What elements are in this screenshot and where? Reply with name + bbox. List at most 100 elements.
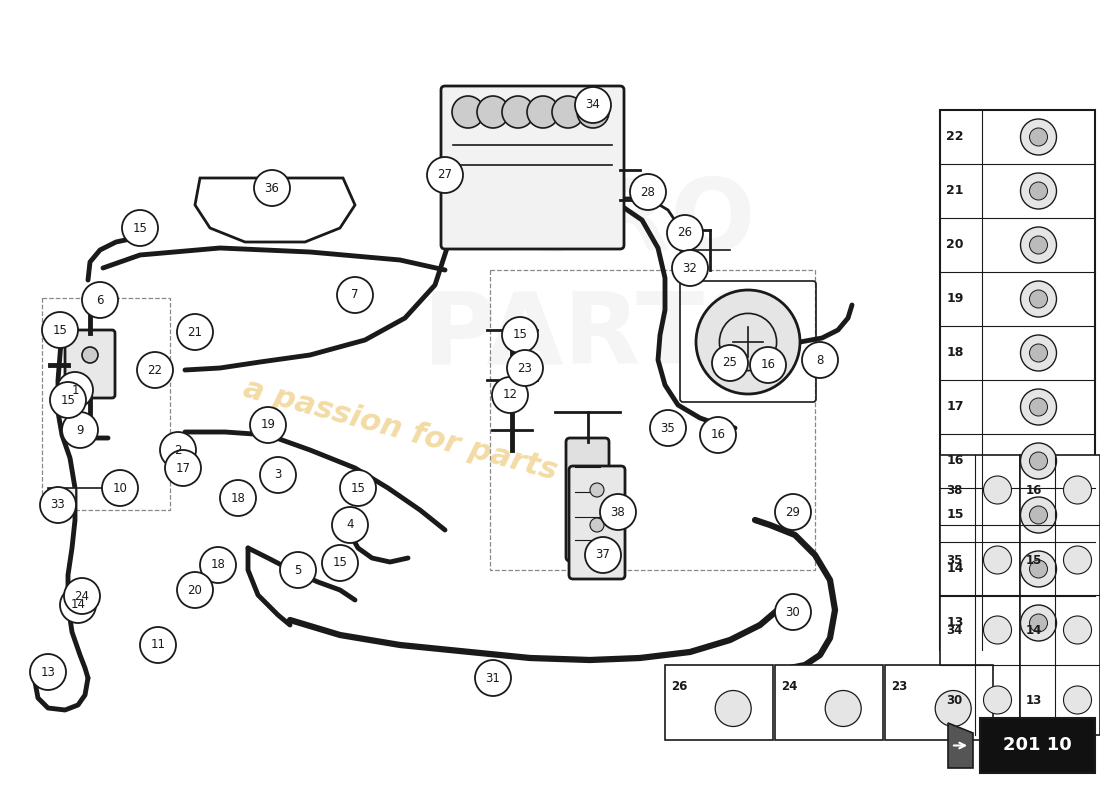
Circle shape [138,352,173,388]
Circle shape [750,347,786,383]
Circle shape [40,487,76,523]
Circle shape [1030,290,1047,308]
Text: 28: 28 [640,186,656,198]
Circle shape [527,96,559,128]
Text: 20: 20 [946,238,964,251]
Text: 15: 15 [351,482,365,494]
Circle shape [165,450,201,486]
Circle shape [590,518,604,532]
Circle shape [1030,560,1047,578]
Text: 31: 31 [485,671,501,685]
Text: 34: 34 [946,623,962,637]
Text: 37: 37 [595,549,610,562]
Text: 15: 15 [1026,554,1042,566]
Bar [48,488,76,508]
Circle shape [585,537,622,573]
Text: 11: 11 [151,638,165,651]
Circle shape [254,170,290,206]
Circle shape [983,616,1012,644]
Circle shape [62,412,98,448]
Circle shape [477,96,509,128]
Circle shape [122,210,158,246]
Text: 35: 35 [946,554,962,566]
Text: 30: 30 [946,694,962,706]
Circle shape [630,174,666,210]
Text: a passion for parts: a passion for parts [240,374,560,486]
Text: 19: 19 [261,418,275,431]
Circle shape [1021,227,1056,263]
Circle shape [1021,335,1056,371]
Circle shape [50,382,86,418]
FancyBboxPatch shape [566,438,609,561]
Text: 2: 2 [174,443,182,457]
Circle shape [590,551,604,565]
Circle shape [220,480,256,516]
Circle shape [337,277,373,313]
Circle shape [552,96,584,128]
Circle shape [332,507,368,543]
Circle shape [82,347,98,363]
Bar [980,718,1094,773]
Text: 10: 10 [112,482,128,494]
Text: 24: 24 [781,679,798,693]
Circle shape [30,654,66,690]
Circle shape [690,233,700,243]
Circle shape [475,660,512,696]
Circle shape [700,417,736,453]
Circle shape [177,572,213,608]
Circle shape [1030,128,1047,146]
Circle shape [427,157,463,193]
Circle shape [340,470,376,506]
Text: 33: 33 [51,498,65,511]
Circle shape [712,345,748,381]
Circle shape [1021,443,1056,479]
Circle shape [322,545,358,581]
Circle shape [696,290,800,394]
Circle shape [578,96,609,128]
Text: 16: 16 [711,429,726,442]
Text: 5: 5 [295,563,301,577]
Text: 15: 15 [513,329,527,342]
Circle shape [1030,398,1047,416]
Circle shape [1021,605,1056,641]
Circle shape [1030,236,1047,254]
Text: 21: 21 [946,185,964,198]
Text: 32: 32 [683,262,697,274]
Bar [940,110,1094,650]
Text: 8: 8 [816,354,824,366]
Circle shape [575,87,611,123]
Circle shape [507,390,517,400]
Polygon shape [948,723,974,768]
Text: 15: 15 [60,394,76,406]
Circle shape [590,483,604,497]
Circle shape [983,686,1012,714]
Circle shape [1021,173,1056,209]
Text: 38: 38 [946,483,962,497]
Text: 17: 17 [176,462,190,474]
Circle shape [42,312,78,348]
Circle shape [1030,452,1047,470]
FancyBboxPatch shape [65,330,116,398]
Text: 21: 21 [187,326,202,338]
Circle shape [1021,389,1056,425]
Text: 13: 13 [946,617,964,630]
FancyBboxPatch shape [569,466,625,579]
Circle shape [825,690,861,726]
Text: 26: 26 [671,679,688,693]
Circle shape [250,407,286,443]
Text: 24: 24 [75,590,89,602]
Circle shape [1030,614,1047,632]
Text: EURO
PARTS: EURO PARTS [422,175,777,385]
Circle shape [507,350,543,386]
Text: 14: 14 [946,562,964,575]
Bar [886,665,993,740]
Circle shape [452,96,484,128]
Text: 25: 25 [723,357,737,370]
Circle shape [776,594,811,630]
Circle shape [1030,506,1047,524]
Circle shape [1064,476,1091,504]
Circle shape [1021,551,1056,587]
Circle shape [1021,119,1056,155]
Text: 18: 18 [946,346,964,359]
Text: 27: 27 [438,169,452,182]
